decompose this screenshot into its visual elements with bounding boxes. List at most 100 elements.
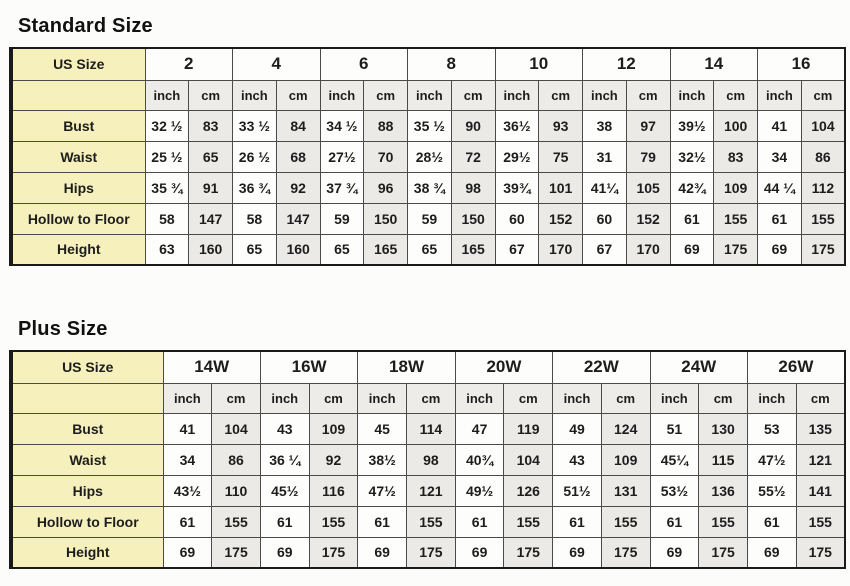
standard-size-table: US Size 2 4 6 8 10 12 14 16 inch cm inch cm inch cm inc… [9,47,847,266]
cm-value-cell: 83 [188,109,233,142]
inch-value-cell: 38½ [357,443,408,476]
inch-value-cell: 58 [232,202,277,235]
cm-value-cell: 160 [188,233,233,266]
inch-value-cell: 41 [162,412,213,445]
plus-size-table: US Size 14W 16W 18W 20W 22W 24W 26W inch cm inch cm… [9,350,846,569]
inch-value-cell: 60 [494,202,540,235]
inch-value-cell: 47½ [357,474,408,507]
cm-value-cell: 152 [625,202,671,235]
cm-value-cell: 170 [625,233,671,266]
inch-value-cell: 38 [582,109,627,142]
cm-value-cell: 160 [275,233,321,266]
unit-header-cm: cm [308,382,359,414]
cm-value-cell: 124 [600,412,651,445]
measure-row: Height 63 160 65 160 65 165 65 165 67 170 67 170 69 17… [10,233,846,266]
cm-value-cell: 150 [363,202,408,235]
inch-value-cell: 59 [407,202,452,235]
inch-value-cell: 41 [757,109,802,142]
inch-value-cell: 29½ [494,140,540,173]
cm-value-cell: 92 [275,171,321,204]
measure-row: Bust 32 ½ 83 33 ½ 84 34 ½ 88 35 ½ 90 36½ 93 38 97 39½… [10,109,846,142]
inch-value-cell: 69 [454,536,505,569]
cm-value-cell: 155 [600,505,651,538]
inch-value-cell: 63 [144,233,190,266]
cm-value-cell: 136 [698,474,748,507]
cm-value-cell: 155 [698,505,748,538]
cm-value-cell: 91 [188,171,233,204]
unit-header-cm: cm [795,382,846,414]
inch-value-cell: 65 [407,233,452,266]
inch-value-cell: 40¾ [454,443,505,476]
inch-value-cell: 49½ [454,474,505,507]
unit-header-cm: cm [363,79,408,111]
cm-value-cell: 165 [450,233,496,266]
inch-value-cell: 61 [669,202,715,235]
inch-value-cell: 59 [319,202,365,235]
inch-value-cell: 61 [454,505,505,538]
unit-header-cm: cm [538,79,584,111]
cm-value-cell: 119 [503,412,554,445]
measure-row: Bust 41 104 43 109 45 114 47 119 49 124 51 130 53 135 [10,412,846,445]
inch-value-cell: 58 [144,202,190,235]
size-header-14w: 14W [162,350,261,384]
cm-value-cell: 131 [600,474,651,507]
measure-row: Hips 35 ¾ 91 36 ¾ 92 37 ¾ 96 38 ¾ 98 39¾ 101 41¼ 105… [10,171,846,204]
inch-value-cell: 34 [757,140,802,173]
inch-value-cell: 31 [582,140,627,173]
cm-value-cell: 155 [308,505,359,538]
corner-blank-cell [10,382,164,414]
cm-value-cell: 101 [538,171,584,204]
inch-value-cell: 69 [162,536,213,569]
inch-value-cell: 69 [259,536,310,569]
corner-blank-cell [10,79,146,111]
cm-value-cell: 90 [450,109,496,142]
unit-header-inch: inch [746,382,797,414]
inch-value-cell: 67 [582,233,627,266]
inch-value-cell: 32½ [669,140,715,173]
inch-value-cell: 69 [357,536,408,569]
cm-value-cell: 175 [211,536,261,569]
inch-value-cell: 51 [649,412,700,445]
inch-value-cell: 34 ½ [319,109,365,142]
cm-value-cell: 68 [275,140,321,173]
cm-value-cell: 175 [800,233,846,266]
cm-value-cell: 110 [211,474,261,507]
inch-value-cell: 36½ [494,109,540,142]
cm-value-cell: 72 [450,140,496,173]
inch-value-cell: 32 ½ [144,109,190,142]
unit-header-inch: inch [669,79,715,111]
cm-value-cell: 109 [600,443,651,476]
unit-header-inch: inch [259,382,310,414]
cm-value-cell: 86 [211,443,261,476]
size-header-6: 6 [319,47,408,81]
standard-size-title: Standard Size [18,15,153,37]
cm-value-cell: 79 [625,140,671,173]
cm-value-cell: 135 [795,412,846,445]
cm-value-cell: 96 [363,171,408,204]
cm-value-cell: 175 [795,536,846,569]
inch-value-cell: 44 ¼ [757,171,802,204]
inch-value-cell: 69 [746,536,797,569]
inch-value-cell: 39½ [669,109,715,142]
row-label: Waist [10,443,164,476]
inch-value-cell: 61 [649,505,700,538]
unit-header-cm: cm [450,79,496,111]
inch-value-cell: 45¼ [649,443,700,476]
unit-header-inch: inch [494,79,540,111]
inch-value-cell: 41¼ [582,171,627,204]
unit-header-cm: cm [211,382,261,414]
cm-value-cell: 175 [308,536,359,569]
inch-value-cell: 69 [552,536,602,569]
inch-value-cell: 39¾ [494,171,540,204]
inch-value-cell: 42¾ [669,171,715,204]
cm-value-cell: 104 [503,443,554,476]
cm-value-cell: 165 [363,233,408,266]
cm-value-cell: 152 [538,202,584,235]
cm-value-cell: 155 [211,505,261,538]
cm-value-cell: 109 [308,412,359,445]
inch-value-cell: 61 [162,505,213,538]
row-label: Waist [10,140,146,173]
inch-value-cell: 26 ½ [232,140,277,173]
inch-value-cell: 25 ½ [144,140,190,173]
cm-value-cell: 175 [406,536,456,569]
